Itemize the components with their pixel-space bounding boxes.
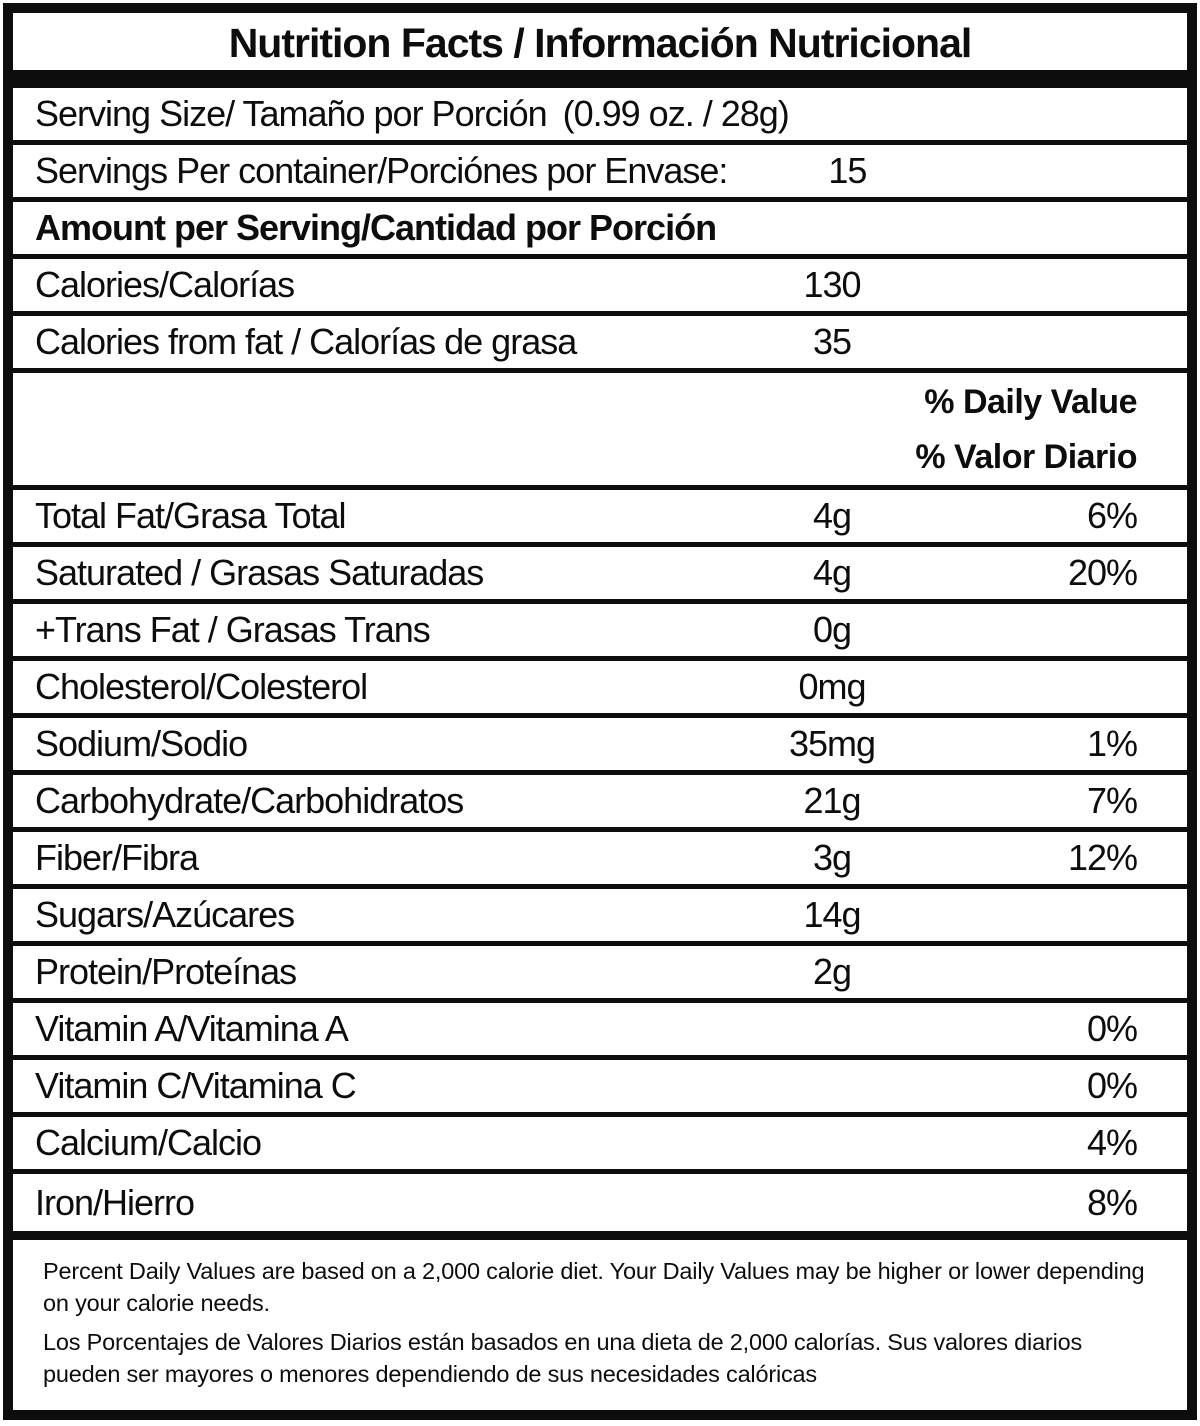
servings-per-container-label: Servings Per container/Porciónes por Env… [35,150,728,191]
nutrient-row: +Trans Fat / Grasas Trans 0g [13,604,1187,661]
nutrient-row-amount: 4g [812,552,852,593]
footnotes: Percent Daily Values are based on a 2,00… [13,1240,1187,1391]
nutrient-row-amount: 4g [812,495,852,536]
nutrient-row-amount: 0mg [798,666,866,707]
nutrient-row-dv: 12% [1067,837,1138,878]
nutrient-row-dv: 4% [1086,1122,1138,1163]
nutrient-row-amount: 2g [812,951,852,992]
nutrient-row-amount: 35mg [788,723,876,764]
nutrition-facts-label: Nutrition Facts / Información Nutriciona… [3,3,1197,1420]
nutrient-row-amount: 3g [812,837,852,878]
nutrient-row: Vitamin A/Vitamina A 0% [13,1003,1187,1060]
calorie-rows-group: Calories/Calorías 130 Calories from fat / … [13,259,1187,373]
servings-per-container-row: Servings Per container/Porciónes por Env… [13,145,1187,202]
nutrient-row: Calcium/Calcio 4% [13,1117,1187,1174]
nutrient-row: Protein/Proteínas 2g [13,946,1187,1003]
micronutrient-rows-group: Vitamin A/Vitamina A 0% Vitamin C/Vitamina… [13,1003,1187,1231]
nutrient-row-dv: 0% [1086,1008,1138,1049]
nutrient-row-label: Sugars/Azúcares [35,894,295,935]
nutrient-row-label: Protein/Proteínas [35,951,297,992]
nutrient-row-label: Carbohydrate/Carbohidratos [35,780,464,821]
amount-per-serving-header: Amount per Serving/Cantidad por Porción [13,202,1187,259]
daily-value-header: % Daily Value % Valor Diario [13,373,1187,490]
nutrient-row: Fiber/Fibra 3g 12% [13,832,1187,889]
nutrient-row-amount: 21g [803,780,861,821]
daily-value-header-en: % Daily Value [924,383,1137,421]
nutrient-row: Calories from fat / Calorías de grasa 35 [13,316,1187,373]
nutrient-row-amount: 14g [803,894,861,935]
nutrient-row: Calories/Calorías 130 [13,259,1187,316]
nutrient-row-label: Cholesterol/Colesterol [35,666,368,707]
nutrient-row-amount: 35 [812,321,852,362]
nutrient-row-label: Calcium/Calcio [35,1122,262,1163]
nutrient-row-label: Vitamin C/Vitamina C [35,1065,357,1106]
footnote-spanish: Los Porcentajes de Valores Diarios están… [43,1329,1083,1388]
nutrient-row-label: Calories/Calorías [35,264,295,305]
serving-size-value: (0.99 oz. / 28g) [562,93,790,134]
nutrient-row-label: Iron/Hierro [35,1181,195,1223]
serving-size-label: Serving Size/ Tamaño por Porción [35,93,548,134]
title-divider-bar [13,70,1187,88]
nutrient-row-amount: 130 [803,264,861,305]
nutrient-row-amount: 0g [812,609,852,650]
footnote-divider-bar [13,1231,1187,1240]
nutrient-row-label: Sodium/Sodio [35,723,248,764]
nutrient-row-dv: 6% [1086,495,1138,536]
nutrient-row-label: Saturated / Grasas Saturadas [35,552,484,593]
footnote-english: Percent Daily Values are based on a 2,00… [43,1258,1145,1316]
nutrient-row: Sugars/Azúcares 14g [13,889,1187,946]
nutrient-row: Sodium/Sodio 35mg 1% [13,718,1187,775]
nutrient-row-label: +Trans Fat / Grasas Trans [35,609,431,650]
nutrient-row: Vitamin C/Vitamina C 0% [13,1060,1187,1117]
page-title: Nutrition Facts / Información Nutriciona… [228,20,973,66]
amount-per-serving-label: Amount per Serving/Cantidad por Porción [35,207,717,248]
nutrient-row-dv: 20% [1067,552,1138,593]
nutrient-row-label: Vitamin A/Vitamina A [35,1008,349,1049]
nutrient-row-dv: 1% [1086,723,1138,764]
nutrient-row: Cholesterol/Colesterol 0mg [13,661,1187,718]
nutrient-row-label: Total Fat/Grasa Total [35,495,347,536]
nutrient-rows-group: Total Fat/Grasa Total 4g 6% Saturated / Gra… [13,490,1187,1003]
nutrient-row-dv: 8% [1086,1181,1138,1223]
serving-size-row: Serving Size/ Tamaño por Porción (0.99 o… [13,88,1187,145]
servings-per-container-value: 15 [828,150,867,191]
nutrient-row: Total Fat/Grasa Total 4g 6% [13,490,1187,547]
nutrient-row-dv: 7% [1086,780,1138,821]
nutrient-row: Saturated / Grasas Saturadas 4g 20% [13,547,1187,604]
nutrient-row-dv: 0% [1086,1065,1138,1106]
nutrient-row-label: Fiber/Fibra [35,837,199,878]
daily-value-header-es: % Valor Diario [915,438,1137,476]
nutrient-row: Iron/Hierro 8% [13,1174,1187,1231]
nutrient-row: Carbohydrate/Carbohidratos 21g 7% [13,775,1187,832]
nutrient-row-label: Calories from fat / Calorías de grasa [35,321,577,362]
